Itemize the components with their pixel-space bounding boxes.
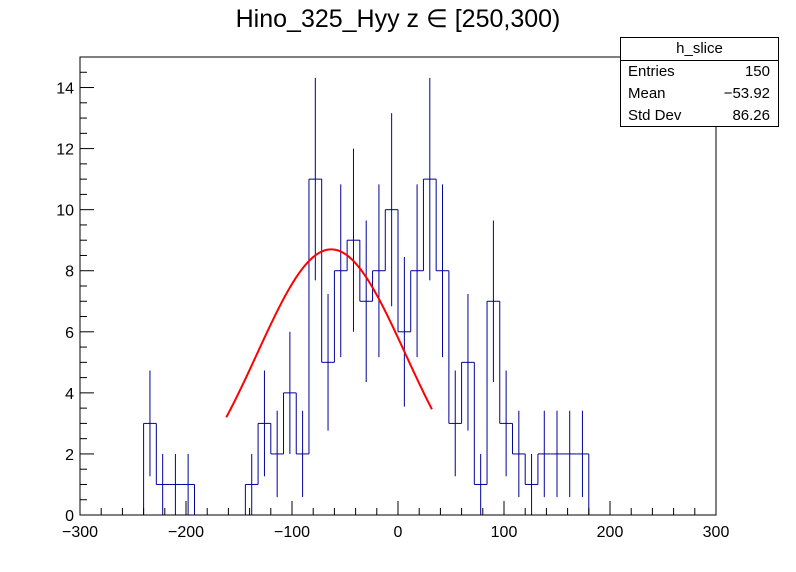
stats-label: Mean — [628, 85, 666, 102]
fit-curve — [225, 248, 433, 418]
x-tick-label: −100 — [274, 524, 310, 541]
y-tick-label: 10 — [56, 203, 74, 220]
chart-title: Hino_325_Hyy z ∈ [250,300) — [235, 5, 561, 33]
y-tick-label: 2 — [65, 447, 74, 464]
gaussian-fit-line — [225, 248, 433, 418]
histogram-bin — [193, 484, 208, 516]
x-tick-label: 100 — [491, 524, 518, 541]
x-tick-label: −300 — [62, 524, 98, 541]
y-tick-label: 12 — [56, 142, 74, 159]
stats-value: 150 — [744, 63, 770, 80]
stats-label: Std Dev — [628, 107, 682, 124]
y-tick-label: 14 — [56, 81, 74, 98]
stats-row-mean: Mean −53.92 — [621, 83, 778, 105]
y-tick-label: 6 — [65, 325, 74, 342]
x-tick-label: 200 — [597, 524, 624, 541]
y-tick-label: 8 — [65, 264, 74, 281]
x-tick-label: −200 — [168, 524, 204, 541]
histogram-bin — [588, 453, 602, 516]
stats-value: 86.26 — [732, 107, 770, 124]
x-tick-label: 300 — [703, 524, 730, 541]
stats-row-stddev: Std Dev 86.26 — [621, 105, 778, 127]
y-tick-label: 4 — [65, 386, 74, 403]
axes: −300 −200 −100 0 100 200 300 0 2 4 6 8 10 12 14 — [56, 56, 730, 541]
stats-value: −53.92 — [723, 85, 770, 102]
error-bars — [149, 77, 583, 515]
y-tick-label: 0 — [65, 508, 74, 525]
stats-box: h_slice Entries 150 Mean −53.92 Std Dev … — [620, 37, 779, 127]
stats-row-entries: Entries 150 — [621, 61, 778, 83]
stats-label: Entries — [628, 63, 675, 80]
x-tick-label: 0 — [394, 524, 403, 541]
stats-box-name: h_slice — [621, 38, 778, 61]
